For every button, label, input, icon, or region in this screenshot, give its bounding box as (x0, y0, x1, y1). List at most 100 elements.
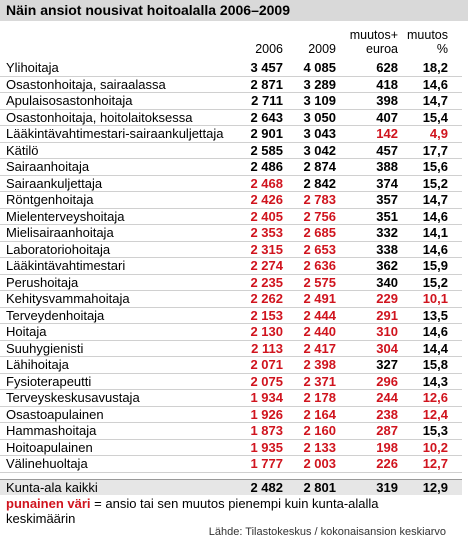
cell-value: 2 444 (303, 307, 336, 323)
table-row: Hammashoitaja 1 873 2 160 287 15,3 (0, 423, 462, 440)
row-label: Hoitaja (6, 324, 47, 339)
table-row: Välinehuoltaja 1 777 2 003 226 12,7 (0, 456, 462, 473)
cell-value: 351 (376, 208, 398, 224)
cell-value: 2 801 (303, 479, 336, 495)
cell-value: 2 417 (303, 340, 336, 356)
row-label: Osastoapulainen (6, 406, 104, 422)
cell-value: 2 153 (250, 307, 283, 323)
cell-value: 2 491 (303, 291, 336, 306)
cell-value: 407 (376, 109, 398, 125)
cell-value: 2 468 (250, 175, 283, 191)
cell-value: 15,8 (422, 357, 448, 372)
cell-value: 1 934 (250, 390, 283, 405)
cell-value: 304 (376, 340, 398, 356)
table-row: Mielisairaanhoitaja 2 353 2 685 332 14,1 (0, 225, 462, 242)
title: Näin ansiot nousivat hoitoalalla 2006–20… (0, 0, 468, 21)
cell-value: 2 075 (250, 373, 283, 389)
cell-value: 15,6 (422, 159, 448, 174)
row-label: Hammashoitaja (6, 423, 97, 438)
table-row: Sairaankuljettaja 2 468 2 842 374 15,2 (0, 175, 462, 192)
legend-note: punainen väri = ansio tai sen muutos pie… (6, 496, 446, 526)
cell-value: 4,9 (429, 126, 448, 141)
cell-value: 12,4 (422, 406, 448, 422)
cell-value: 1 777 (250, 456, 283, 471)
cell-value: 2 130 (250, 324, 283, 339)
legend-key: punainen väri (6, 496, 91, 511)
cell-value: 15,3 (422, 423, 448, 438)
row-label: Laboratoriohoitaja (6, 241, 111, 257)
cell-value: 2 440 (303, 324, 336, 339)
row-label: Hoitoapulainen (6, 439, 93, 455)
cell-value: 287 (376, 423, 398, 438)
cell-value: 2 235 (250, 274, 283, 290)
cell-value: 3 042 (303, 142, 336, 158)
table-row: Fysioterapeutti 2 075 2 371 296 14,3 (0, 373, 462, 390)
cell-value: 2 482 (250, 479, 283, 495)
cell-value: 374 (376, 175, 398, 191)
cell-value: 3 109 (303, 93, 336, 108)
cell-value: 14,7 (422, 93, 448, 108)
cell-value: 229 (376, 291, 398, 306)
cell-value: 2 643 (250, 109, 283, 125)
cell-value: 14,1 (422, 225, 448, 240)
cell-value: 198 (376, 439, 398, 455)
cell-value: 2 133 (303, 439, 336, 455)
cell-value: 2 575 (303, 274, 336, 290)
cell-value: 15,2 (422, 175, 448, 191)
cell-value: 362 (376, 258, 398, 273)
cell-value: 244 (376, 390, 398, 405)
cell-value: 14,3 (422, 373, 448, 389)
table-row: Osastonhoitaja, sairaalassa 2 871 3 289 418… (0, 76, 462, 93)
cell-value: 2 636 (303, 258, 336, 273)
cell-value: 2 160 (303, 423, 336, 438)
cell-value: 2 003 (303, 456, 336, 471)
cell-value: 2 315 (250, 241, 283, 257)
cell-value: 418 (376, 76, 398, 92)
cell-value: 2 901 (250, 126, 283, 141)
cell-value: 142 (376, 126, 398, 141)
cell-value: 226 (376, 456, 398, 471)
cell-value: 2 113 (251, 340, 283, 356)
row-label: Mielisairaanhoitaja (6, 225, 114, 240)
table-row: Osastoapulainen 1 926 2 164 238 12,4 (0, 406, 462, 423)
cell-value: 2 783 (303, 192, 336, 207)
cell-value: 1 935 (250, 439, 283, 455)
row-label: Lähihoitaja (6, 357, 69, 372)
row-label: Suuhygienisti (6, 340, 84, 356)
table-row: Osastonhoitaja, hoitolaitoksessa 2 643 3 0… (0, 109, 462, 126)
cell-value: 2 164 (303, 406, 336, 422)
table-row: Lähihoitaja 2 071 2 398 327 15,8 (0, 357, 462, 374)
cell-value: 4 085 (303, 60, 336, 75)
cell-value: 14,6 (422, 324, 448, 339)
cell-value: 238 (376, 406, 398, 422)
cell-value: 18,2 (422, 60, 448, 75)
cell-value: 291 (376, 307, 398, 323)
row-label: Sairaankuljettaja (6, 175, 103, 191)
cell-value: 3 043 (303, 126, 336, 141)
cell-value: 2 274 (250, 258, 283, 273)
cell-value: 2 486 (250, 159, 283, 174)
table-row: Terveydenhoitaja 2 153 2 444 291 13,5 (0, 307, 462, 324)
cell-value: 340 (376, 274, 398, 290)
table-row: Hoitaja 2 130 2 440 310 14,6 (0, 324, 462, 341)
table-row: Lääkintävahtimestari 2 274 2 636 362 15,9 (0, 258, 462, 275)
legend-text: = ansio tai sen muutos pienempi kuin kun… (6, 496, 379, 526)
cell-value: 310 (376, 324, 398, 339)
cell-value: 10,1 (422, 291, 448, 306)
cell-value: 2 756 (303, 208, 336, 224)
row-label: Terveyskeskusavustaja (6, 390, 140, 405)
cell-value: 17,7 (422, 142, 448, 158)
cell-value: 15,2 (422, 274, 448, 290)
row-label: Ylihoitaja (6, 60, 59, 75)
table-row: Suuhygienisti 2 113 2 417 304 14,4 (0, 340, 462, 357)
cell-value: 2 585 (250, 142, 283, 158)
cell-value: 14,4 (422, 340, 448, 356)
table-row: Lääkintävahtimestari-sairaankuljettaja 2 … (0, 126, 462, 143)
row-label: Mielenterveyshoitaja (6, 208, 125, 224)
table-row: Sairaanhoitaja 2 486 2 874 388 15,6 (0, 159, 462, 176)
row-label: Kunta-ala kaikki (6, 479, 98, 495)
table-row: Terveyskeskusavustaja 1 934 2 178 244 12,6 (0, 390, 462, 407)
cell-value: 12,7 (422, 456, 448, 471)
cell-value: 1 873 (250, 423, 283, 438)
